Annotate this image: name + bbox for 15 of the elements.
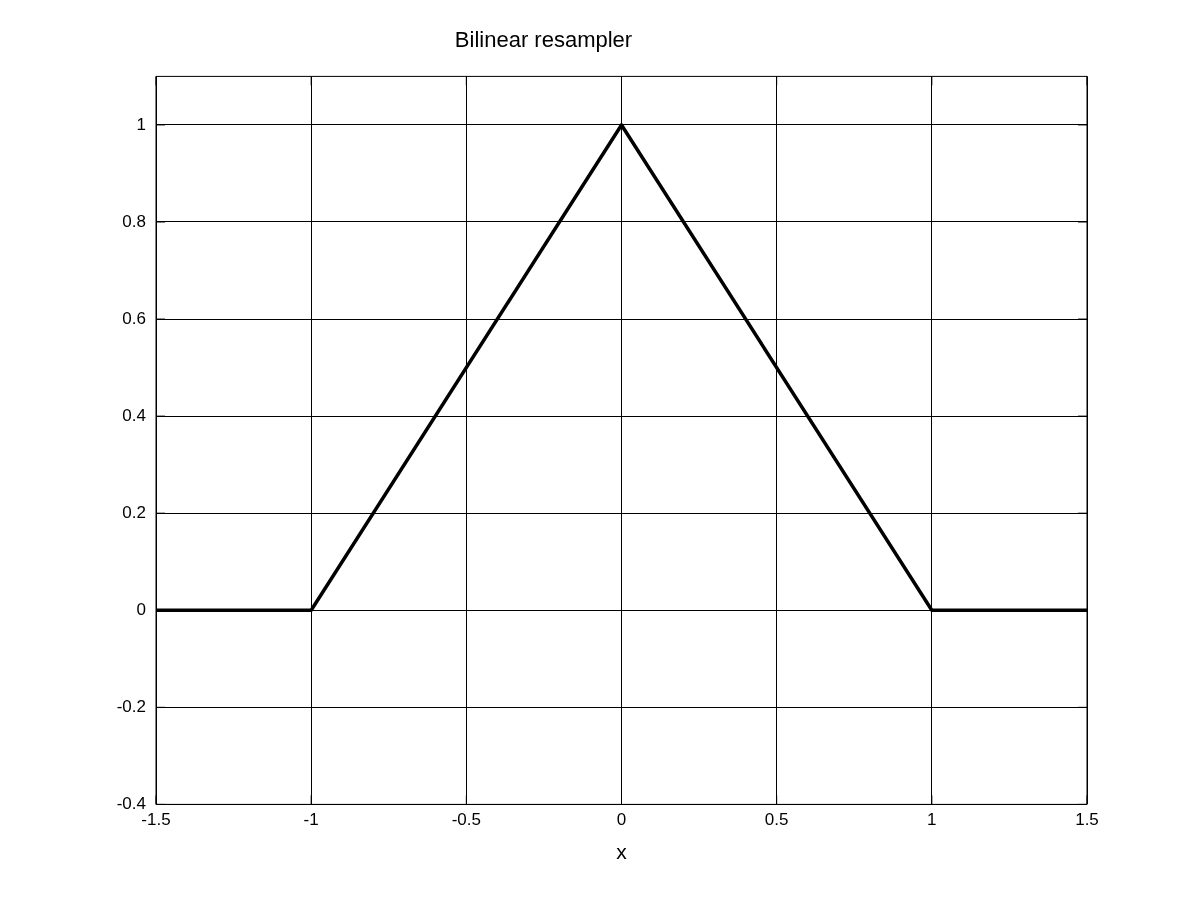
x-tick-label: -1: [303, 810, 319, 830]
x-tick-label: 1: [927, 810, 937, 830]
y-tick-label: 0.2: [122, 502, 146, 522]
y-tick-label: 1: [136, 114, 146, 134]
y-tick-label: 0.8: [122, 211, 146, 231]
y-tick-label: 0.4: [122, 405, 146, 425]
y-tick-label: 0.6: [122, 308, 146, 328]
x-tick-label: 0: [616, 810, 627, 830]
x-tick-label: 1.5: [1075, 810, 1099, 830]
x-tick-label: -0.5: [451, 810, 481, 830]
y-tick-label: -0.2: [116, 697, 146, 717]
x-tick-label: 0.5: [764, 810, 789, 830]
y-tick-label: 0: [136, 599, 146, 619]
x-axis-title: x: [616, 840, 628, 864]
chart-title: Bilinear resampler: [454, 27, 633, 53]
